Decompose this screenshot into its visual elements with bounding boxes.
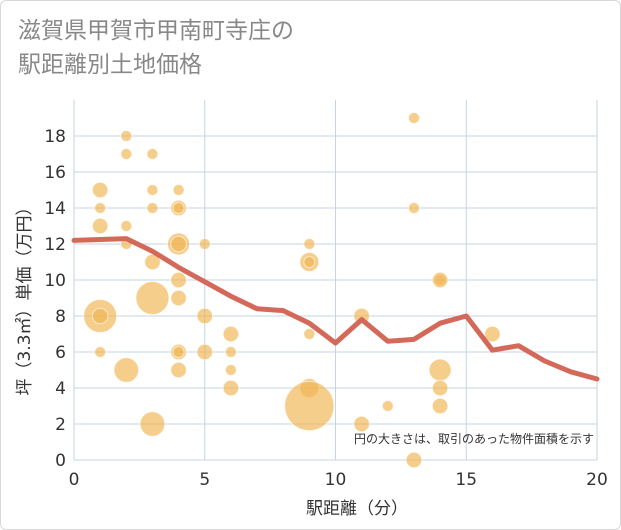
bubble-point [224, 346, 237, 358]
bubble-point [284, 380, 335, 432]
y-tick-labels: 0 2 4 6 8 10 12 14 16 18 [44, 127, 66, 471]
bubble-point [146, 184, 159, 196]
x-tick-label: 20 [586, 470, 608, 490]
bubble-point [407, 112, 420, 124]
bubble-point [170, 235, 187, 253]
bubble-point [224, 364, 237, 376]
bubble-point [381, 400, 394, 412]
y-tick-label: 18 [44, 127, 66, 147]
y-tick-label: 6 [55, 343, 66, 363]
bubble-point [170, 289, 187, 307]
y-tick-label: 10 [44, 271, 66, 291]
y-tick-label: 14 [44, 199, 66, 219]
y-tick-label: 16 [44, 163, 66, 183]
trend-line [71, 236, 600, 382]
bubble-point [94, 202, 107, 214]
bubble-point [139, 411, 166, 437]
x-tick-label: 10 [325, 470, 347, 490]
bubble-point [431, 397, 449, 415]
bubble-point [94, 346, 107, 358]
y-tick-label: 12 [44, 235, 66, 255]
x-tick-label: 5 [199, 470, 210, 490]
bubble-point [405, 451, 423, 469]
bubble-point [120, 220, 133, 232]
bubble-point [198, 238, 211, 250]
bubble-point [196, 343, 214, 361]
bubble-point [113, 357, 140, 383]
bubble-point [146, 202, 159, 214]
chart-title-line-2: 駅距離別土地価格 [18, 52, 202, 78]
bubble-point [91, 217, 109, 235]
y-tick-label: 8 [55, 307, 66, 327]
bubble-point [91, 307, 109, 325]
bubble-point [170, 271, 187, 289]
bubble-point [222, 379, 240, 397]
size-note: 円の大きさは、取引のあった物件面積を示す [354, 431, 594, 446]
bubble-point [431, 379, 449, 397]
chart-title-line-1: 滋賀県甲賀市甲南町寺庄の [18, 18, 294, 44]
bubble-point [144, 253, 161, 271]
x-tick-label: 0 [69, 470, 80, 490]
bubble-point [303, 328, 316, 340]
bubble-point [484, 325, 501, 343]
x-axis-label: 駅距離（分） [306, 499, 408, 519]
bubble-point [222, 325, 240, 343]
bubble-point [407, 202, 420, 214]
bubbles [83, 112, 501, 469]
y-tick-label: 2 [55, 415, 66, 435]
x-tick-label: 15 [455, 470, 477, 490]
bubble-point [170, 361, 187, 379]
bubble-point [91, 181, 109, 199]
x-tick-labels: 0 5 10 15 20 [69, 470, 608, 490]
bubble-point [172, 346, 185, 358]
bubble-point [353, 415, 370, 433]
y-axis-label: 坪（3.3㎡）単価（万円） [15, 198, 35, 395]
chart-title: 滋賀県甲賀市甲南町寺庄の 駅距離別土地価格 [18, 14, 294, 82]
bubble-point [303, 238, 316, 250]
bubble-point [135, 281, 170, 315]
y-tick-label: 0 [55, 451, 66, 471]
trend-line-group [71, 236, 600, 382]
y-tick-label: 4 [55, 379, 66, 399]
bubble-point [431, 271, 449, 289]
bubble-point [303, 256, 316, 268]
bubble-point [428, 358, 452, 382]
bubble-point [196, 307, 214, 325]
bubble-point [172, 184, 185, 196]
bubble-point [172, 202, 185, 214]
bubble-point [120, 130, 133, 142]
bubble-point [120, 148, 133, 160]
bubble-point [146, 148, 159, 160]
